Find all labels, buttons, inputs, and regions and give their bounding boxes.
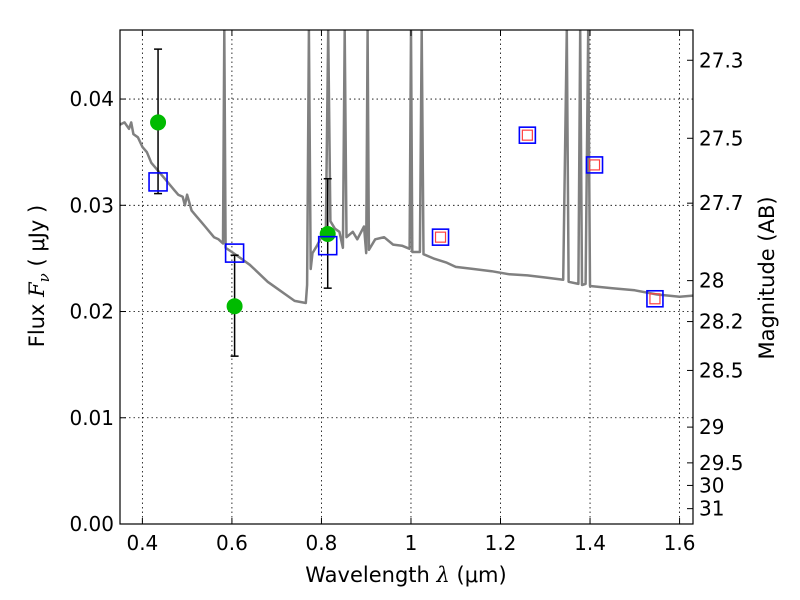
y-tick-label: 0.01 [69,406,114,430]
y2-axis-title: Magnitude (AB) [755,196,779,359]
model-point-inner [649,293,661,305]
x-tick-label: 0.4 [126,531,158,555]
model-bandpass-point [148,172,168,192]
model-bandpass-point [317,235,338,256]
model-point-inner [521,129,533,141]
model-bandpass-point [585,156,604,174]
observed-point [150,114,167,131]
ticks: 0.4 0.6 0.8 1 1.2 1.4 1.6 0.00 0.01 0.02 0.03 0.04 2… [69,30,744,555]
y2-tick-label: 29.5 [699,451,744,475]
x-tick-label: 1.4 [574,531,606,555]
plot-area [120,30,693,357]
y-tick-label: 0.00 [69,512,114,536]
x-tick-label: 0.8 [306,531,338,555]
model-point-inner [588,159,601,171]
x-tick-label: 1.2 [485,531,517,555]
y2-tick-label: 29 [699,415,724,439]
y2-tick-label: 28.5 [699,358,744,382]
x-tick-label: 0.6 [216,531,248,555]
y2-tick-label: 28.2 [699,310,744,334]
x-axis-title: Wavelength λ (μm) [305,563,506,587]
y2-tick-label: 27.7 [699,191,744,215]
y-tick-label: 0.02 [69,300,114,324]
y-tick-label: 0.04 [69,87,114,111]
model-bandpass-point [646,289,664,308]
y2-tick-label: 27.3 [699,48,744,72]
model-bandpass-point [431,228,450,246]
observed-point [226,298,243,315]
model-point-inner [434,231,447,243]
y2-tick-label: 27.5 [699,126,744,150]
model-bandpass-point [518,126,537,144]
x-tick-label: 1.6 [664,531,696,555]
y2-tick-label: 28 [699,269,724,293]
y2-tick-label: 30 [699,473,724,497]
y-tick-label: 0.03 [69,193,114,217]
sed-model-line [120,30,693,305]
plot-frame [119,29,694,525]
x-tick-label: 1 [405,531,418,555]
y-axis-title: Flux Fν ( μJy ) [25,205,53,347]
y2-tick-label: 31 [699,497,724,521]
model-bandpass-point [224,243,245,263]
observed-point [319,225,336,242]
